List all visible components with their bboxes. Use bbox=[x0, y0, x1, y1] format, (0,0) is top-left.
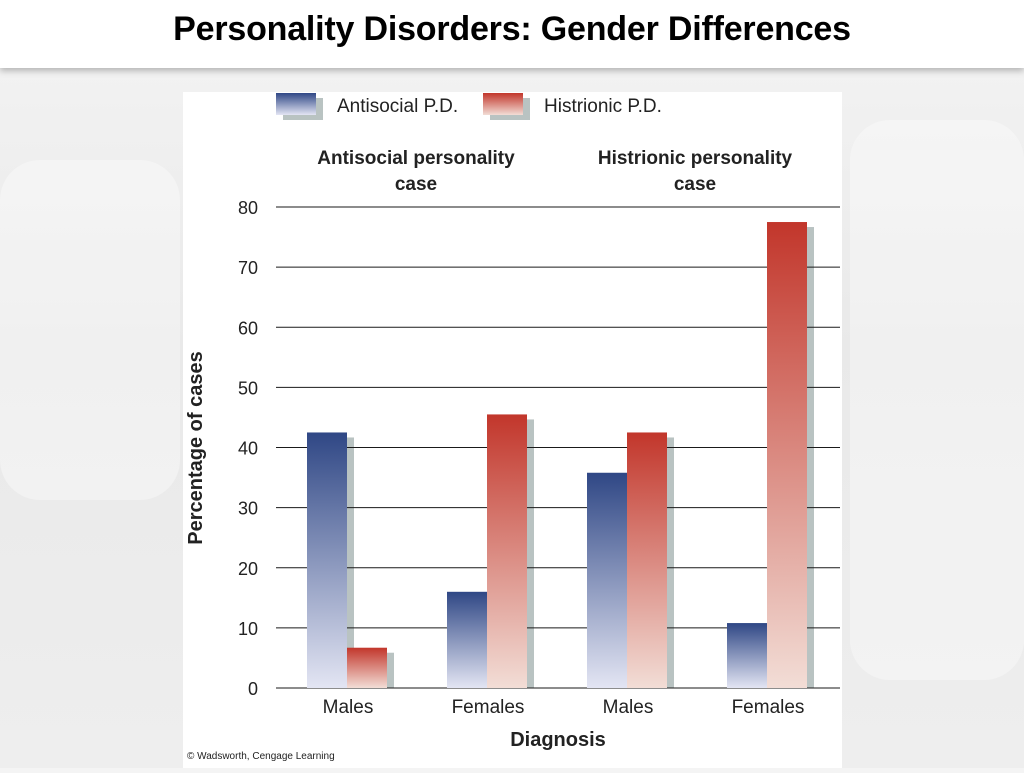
x-tick-label: Males bbox=[603, 697, 654, 718]
background-shape bbox=[850, 120, 1024, 680]
y-tick-label: 60 bbox=[238, 318, 258, 338]
bar-histrionic-males bbox=[627, 432, 667, 688]
group-header: case bbox=[395, 174, 437, 195]
bar-antisocial-females bbox=[727, 623, 767, 688]
slide-title: Personality Disorders: Gender Difference… bbox=[173, 9, 851, 48]
group-header: Antisocial personality bbox=[317, 148, 515, 169]
y-tick-label: 70 bbox=[238, 258, 258, 278]
legend-swatch bbox=[483, 93, 523, 115]
x-axis-title: Diagnosis bbox=[510, 729, 606, 751]
copyright-text: © Wadsworth, Cengage Learning bbox=[187, 751, 335, 762]
group-header: Histrionic personality bbox=[598, 148, 793, 169]
background-shape bbox=[0, 160, 180, 500]
y-tick-label: 50 bbox=[238, 378, 258, 398]
group-header: case bbox=[674, 174, 716, 195]
y-tick-label: 80 bbox=[238, 198, 258, 218]
bar-antisocial-males bbox=[587, 472, 627, 688]
x-tick-label: Females bbox=[452, 697, 525, 718]
chart-panel: 0 10 20 30 40 50 60 70 80 Males Females Males Female… bbox=[183, 92, 842, 768]
bar-histrionic-males bbox=[347, 647, 387, 688]
y-tick-label: 0 bbox=[248, 679, 258, 699]
y-axis-title: Percentage of cases bbox=[185, 351, 207, 544]
y-tick-label: 30 bbox=[238, 499, 258, 519]
x-tick-label: Females bbox=[732, 697, 805, 718]
title-bar: Personality Disorders: Gender Difference… bbox=[0, 0, 1024, 68]
legend-swatch bbox=[276, 93, 316, 115]
x-tick-label: Males bbox=[323, 697, 374, 718]
bar-histrionic-females bbox=[767, 222, 807, 688]
legend-label: Antisocial P.D. bbox=[337, 96, 458, 117]
bar-histrionic-females bbox=[487, 414, 527, 688]
y-tick-label: 40 bbox=[238, 439, 258, 459]
legend-label: Histrionic P.D. bbox=[544, 96, 662, 117]
y-tick-label: 10 bbox=[238, 619, 258, 639]
bar-chart: 0 10 20 30 40 50 60 70 80 Males Females Males Female… bbox=[185, 93, 840, 751]
y-tick-label: 20 bbox=[238, 559, 258, 579]
bar-antisocial-males bbox=[307, 432, 347, 688]
bar-antisocial-females bbox=[447, 591, 487, 688]
